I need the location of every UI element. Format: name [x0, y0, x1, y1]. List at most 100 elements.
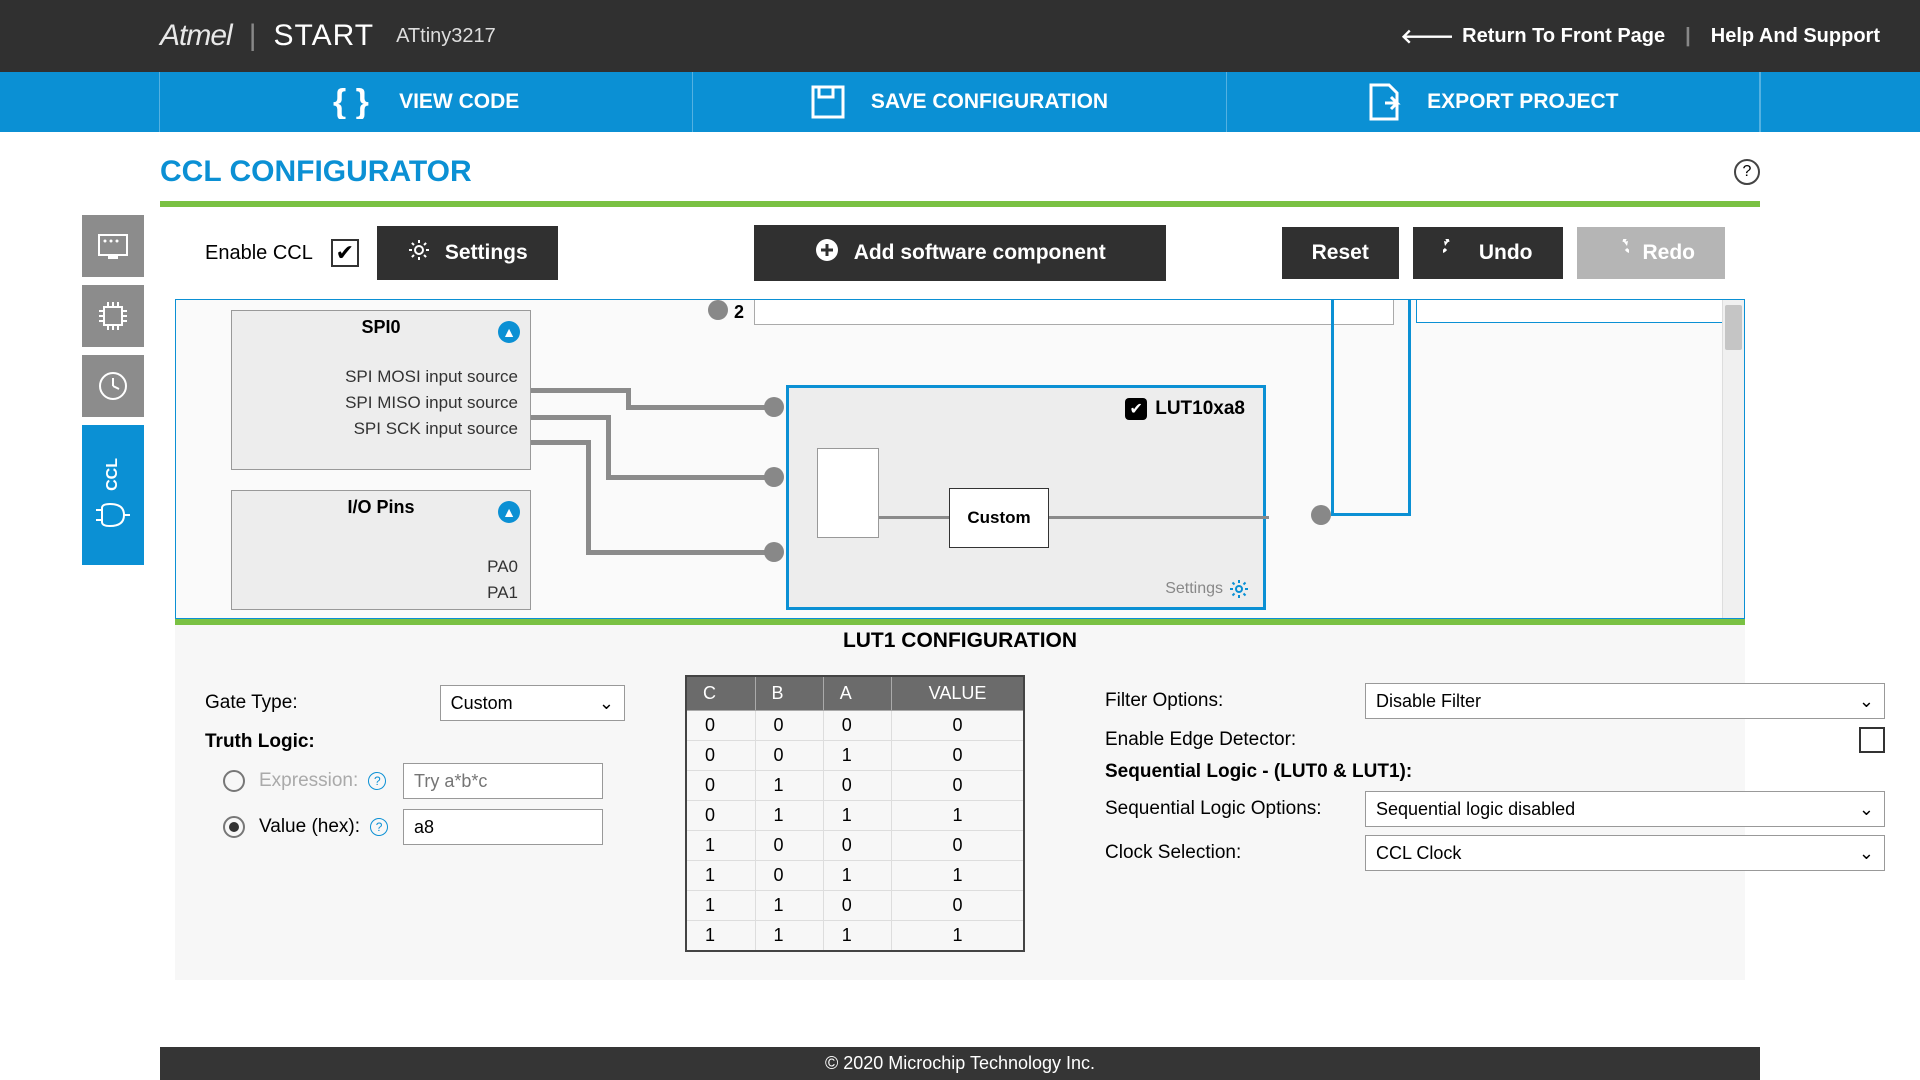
lut-settings-link[interactable]: Settings — [1165, 579, 1249, 599]
seq-logic-header: Sequential Logic - (LUT0 & LUT1): — [1105, 761, 1412, 783]
return-link-label: Return To Front Page — [1462, 25, 1665, 48]
gear-icon — [1229, 579, 1249, 599]
sidebar-tab-chip[interactable] — [82, 285, 144, 347]
clock-select[interactable]: CCL Clock ⌄ — [1365, 835, 1885, 871]
view-code-label: VIEW CODE — [399, 90, 519, 114]
page-title: CCL CONFIGURATOR — [160, 155, 472, 189]
chevron-down-icon: ⌄ — [1859, 691, 1874, 712]
seq-options-label: Sequential Logic Options: — [1105, 798, 1365, 820]
save-config-label: SAVE CONFIGURATION — [871, 90, 1108, 114]
spi-row: SPI MISO input source — [232, 390, 530, 416]
return-front-page-link[interactable]: 🡐 Return To Front Page — [1401, 24, 1666, 49]
port-dot — [764, 542, 784, 562]
value-hex-input[interactable] — [403, 809, 603, 845]
plus-circle-icon — [814, 237, 840, 269]
help-icon[interactable]: ? — [370, 818, 388, 836]
enable-ccl-label: Enable CCL — [205, 242, 313, 265]
gate-type-label: Gate Type: — [205, 692, 324, 714]
value-hex-radio[interactable] — [223, 816, 245, 838]
reset-button[interactable]: Reset — [1282, 227, 1399, 279]
main-toolbar: { } VIEW CODE SAVE CONFIGURATION EXPORT … — [0, 72, 1920, 132]
lut-name-label: LUT1 — [1155, 398, 1203, 420]
collapse-icon[interactable]: ▲ — [498, 321, 520, 343]
sidebar-tab-dashboard[interactable] — [82, 215, 144, 277]
spi0-node[interactable]: SPI0 ▲ SPI MOSI input source SPI MISO in… — [231, 310, 531, 470]
gate-type-select[interactable]: Custom ⌄ — [440, 685, 625, 721]
upper-box — [754, 299, 1394, 325]
seq-options-select[interactable]: Sequential logic disabled ⌄ — [1365, 791, 1885, 827]
add-component-button[interactable]: Add software component — [754, 225, 1166, 281]
undo-button[interactable]: Undo — [1413, 227, 1563, 279]
view-code-button[interactable]: { } VIEW CODE — [160, 72, 693, 132]
ccl-canvas[interactable]: SPI0 ▲ SPI MOSI input source SPI MISO in… — [175, 299, 1745, 619]
settings-label: Settings — [445, 241, 528, 265]
save-icon — [811, 85, 845, 119]
truth-logic-label: Truth Logic: — [205, 731, 335, 753]
iopins-title: I/O Pins — [232, 491, 530, 524]
chevron-down-icon: ⌄ — [1859, 843, 1874, 864]
chevron-down-icon: ⌄ — [599, 693, 614, 714]
truth-table: C B A VALUE 0000001001000111100010111100… — [685, 675, 1025, 952]
copyright-text: © 2020 Microchip Technology Inc. — [825, 1053, 1095, 1073]
pin-label: 2 — [734, 302, 744, 323]
port-dot — [764, 397, 784, 417]
ccl-icon — [96, 498, 130, 532]
lut-config-panel: Gate Type: Custom ⌄ Truth Logic: Express… — [175, 665, 1745, 980]
brand-left: Atmel — [160, 19, 232, 53]
port-dot — [708, 300, 728, 320]
filter-options-select[interactable]: Disable Filter ⌄ — [1365, 683, 1885, 719]
spi-row: SPI MOSI input source — [232, 364, 530, 390]
left-sidebar: CCL — [82, 215, 144, 565]
lut-enabled-checkbox[interactable]: ✔ — [1125, 398, 1147, 420]
add-component-label: Add software component — [854, 241, 1106, 265]
help-support-link[interactable]: Help And Support — [1711, 25, 1880, 48]
iopins-node[interactable]: I/O Pins ▲ PA0 PA1 — [231, 490, 531, 610]
undo-icon — [1443, 239, 1465, 267]
clock-label: Clock Selection: — [1105, 842, 1365, 864]
help-icon[interactable]: ? — [368, 772, 386, 790]
io-row: PA0 — [232, 554, 530, 580]
save-config-button[interactable]: SAVE CONFIGURATION — [693, 72, 1226, 132]
arrow-left-icon: 🡐 — [1401, 24, 1455, 49]
export-icon — [1367, 83, 1401, 121]
spi0-title: SPI0 — [232, 311, 530, 344]
redo-button[interactable]: Redo — [1577, 227, 1726, 279]
svg-text:{ }: { } — [333, 85, 369, 119]
expression-radio[interactable] — [223, 770, 245, 792]
edge-detector-checkbox[interactable] — [1859, 727, 1885, 753]
export-project-label: EXPORT PROJECT — [1427, 90, 1618, 114]
scrollbar[interactable] — [1722, 300, 1744, 618]
footer: © 2020 Microchip Technology Inc. — [160, 1047, 1760, 1080]
settings-button[interactable]: Settings — [377, 226, 558, 280]
config-title: LUT1 CONFIGURATION — [175, 625, 1745, 665]
top-header: Atmel | START ATtiny3217 🡐 Return To Fro… — [0, 0, 1920, 72]
output-box — [1416, 299, 1726, 323]
lut1-node[interactable]: ✔ LUT1 0xa8 Custom Settings — [786, 385, 1266, 610]
lut-input-box — [817, 448, 879, 538]
lut-hex-label: 0xa8 — [1203, 398, 1245, 420]
port-dot — [764, 467, 784, 487]
export-project-button[interactable]: EXPORT PROJECT — [1227, 72, 1760, 132]
redo-icon — [1607, 239, 1629, 267]
spi-row: SPI SCK input source — [232, 416, 530, 442]
io-row: PA1 — [232, 580, 530, 606]
value-hex-opt-label: Value (hex): — [259, 816, 360, 838]
collapse-icon[interactable]: ▲ — [498, 501, 520, 523]
reset-label: Reset — [1312, 241, 1369, 265]
chevron-down-icon: ⌄ — [1859, 799, 1874, 820]
redo-label: Redo — [1643, 241, 1696, 265]
sidebar-tab-clock[interactable] — [82, 355, 144, 417]
output-dot — [1311, 505, 1331, 525]
expression-input[interactable] — [403, 763, 603, 799]
gear-icon — [407, 238, 431, 268]
lut-gate-box: Custom — [949, 488, 1049, 548]
brand-right: START — [273, 19, 374, 53]
filter-options-label: Filter Options: — [1105, 690, 1365, 712]
help-icon[interactable]: ? — [1734, 159, 1760, 185]
enable-ccl-checkbox[interactable]: ✔ — [331, 239, 359, 267]
edge-detector-label: Enable Edge Detector: — [1105, 729, 1365, 751]
sidebar-ccl-label: CCL — [104, 458, 122, 491]
help-link-label: Help And Support — [1711, 25, 1880, 48]
sidebar-tab-ccl[interactable]: CCL — [82, 425, 144, 565]
device-name: ATtiny3217 — [396, 25, 496, 48]
